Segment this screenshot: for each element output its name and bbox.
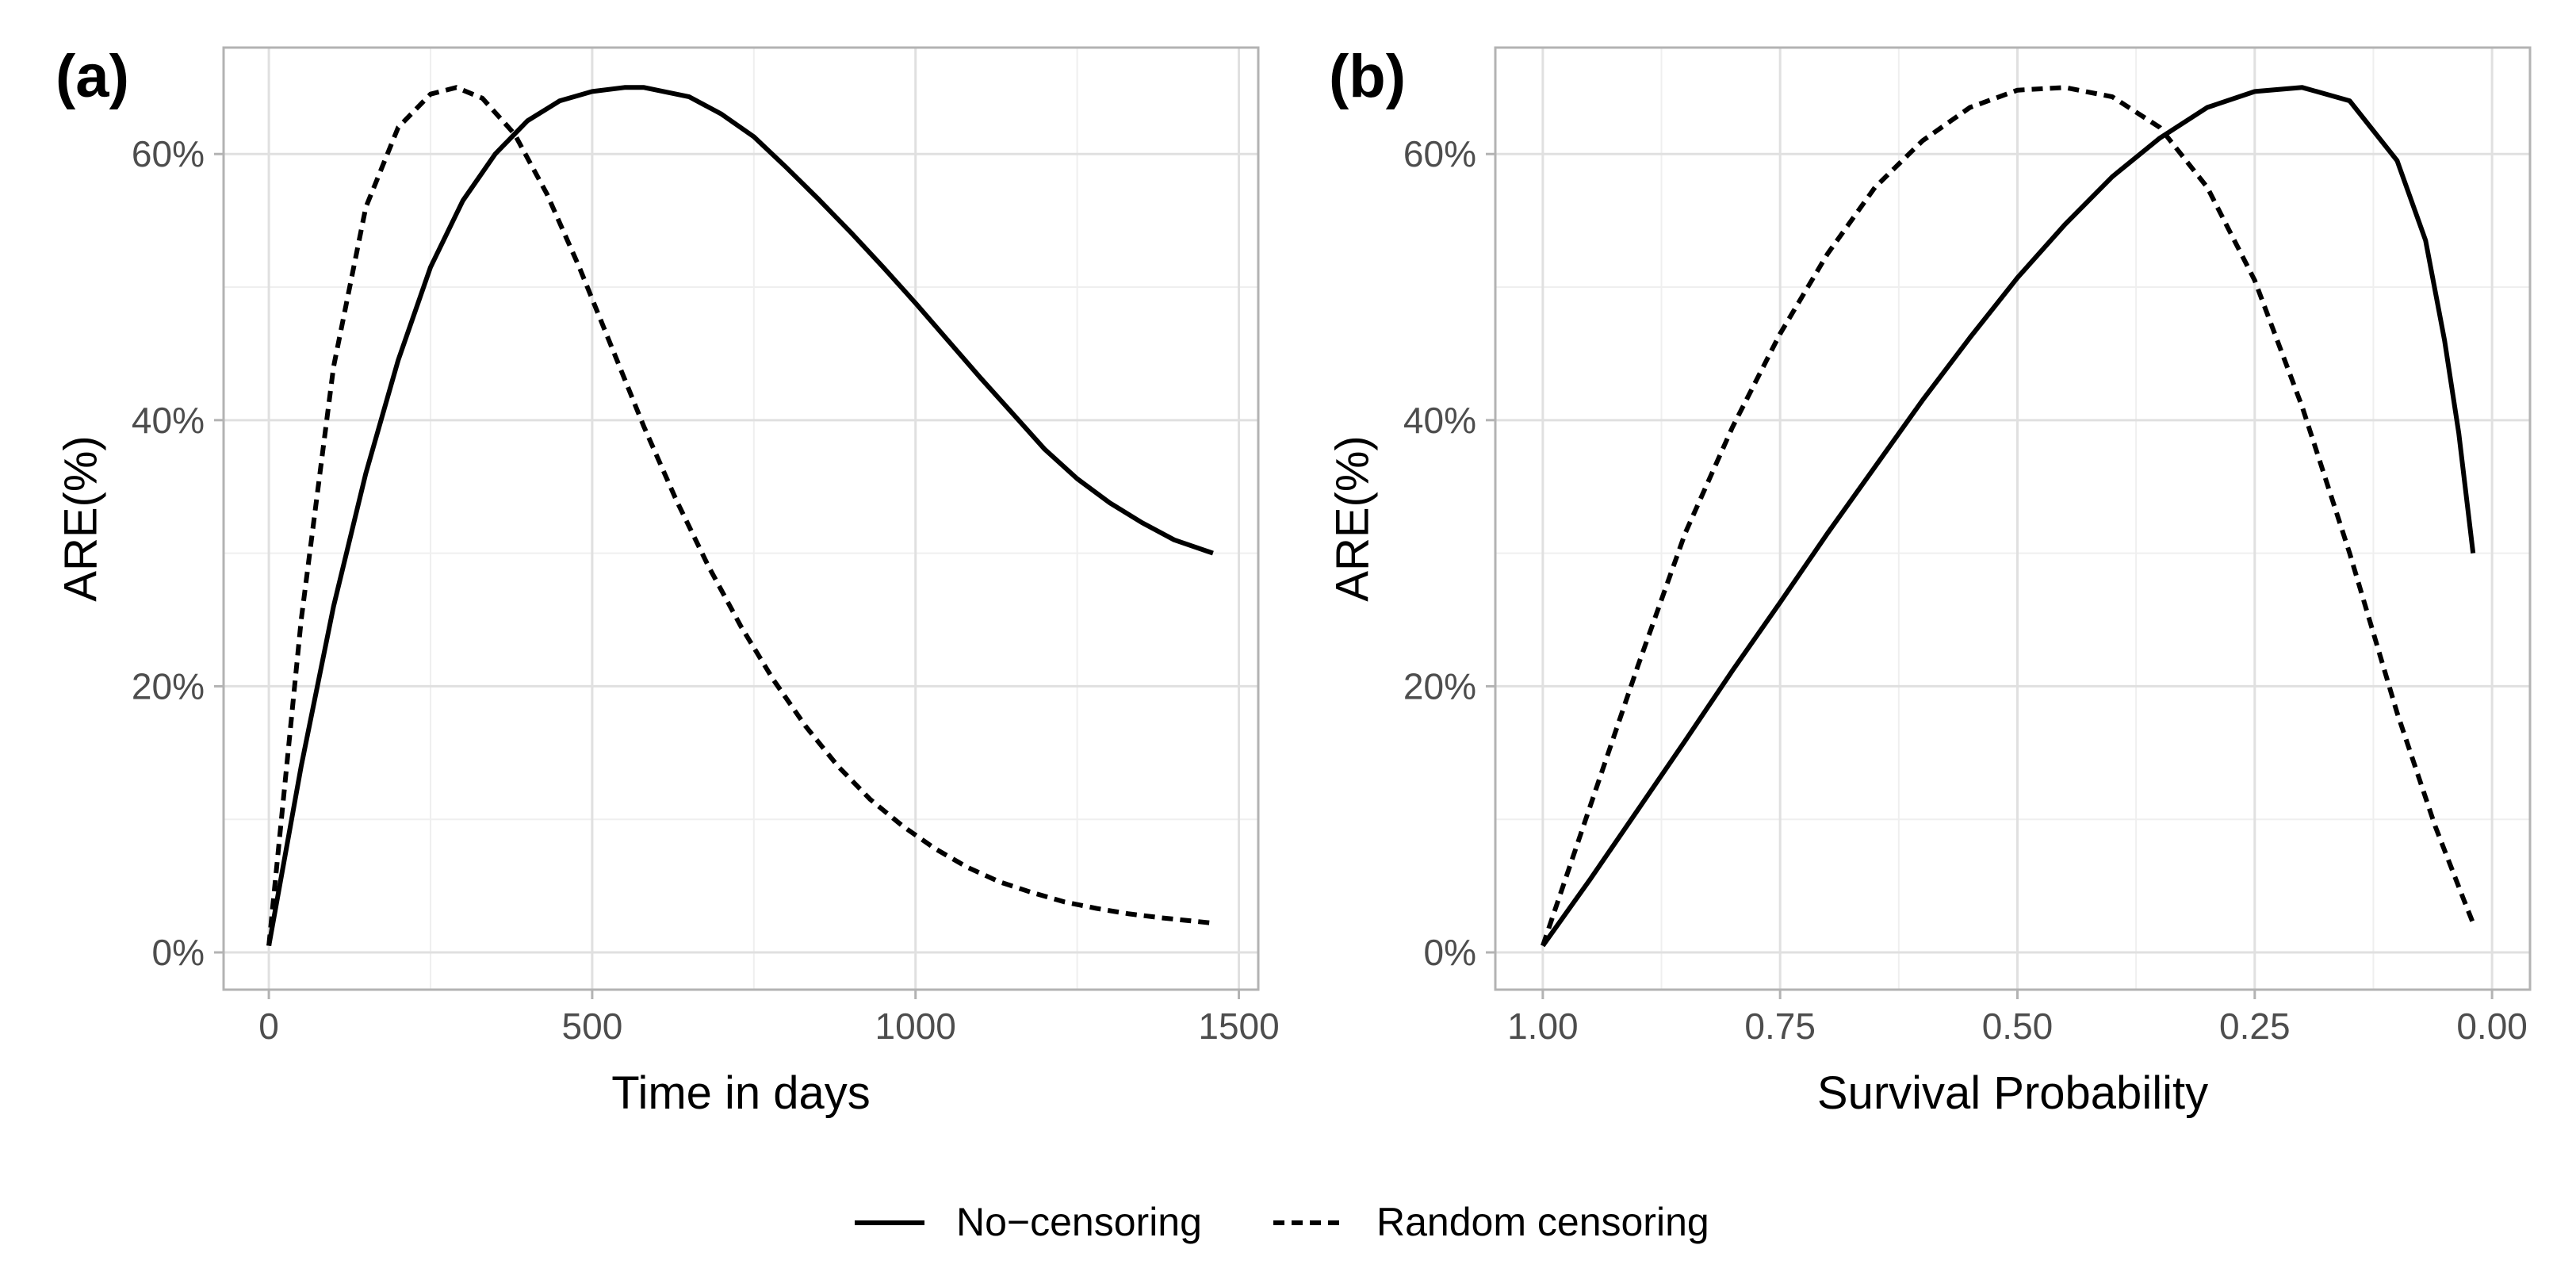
x-tick-label: 0.50: [1982, 1006, 2054, 1047]
legend: No−censoring Random censoring: [855, 1200, 1709, 1244]
panel-b: 1.00 0.75 0.50 0.25 0.00 0% 20% 40% 60% (b) Surv…: [1327, 43, 2532, 1119]
panel-a: 0 500 1000 1500 0% 20% 40% 60% (a) Time in days…: [56, 43, 1280, 1119]
x-tick-label: 0.25: [2219, 1006, 2291, 1047]
major-gridlines: [1495, 48, 2530, 990]
x-tick-label: 1.00: [1507, 1006, 1579, 1047]
y-tick-label: 0%: [152, 932, 205, 973]
panel-label: (a): [56, 43, 129, 110]
x-tick-label: 500: [562, 1006, 623, 1047]
series-line-no-censoring: [266, 85, 1214, 947]
y-tick-label: 60%: [132, 133, 205, 174]
legend-label-no-censoring: No−censoring: [956, 1200, 1202, 1244]
axis-ticks: 1.00 0.75 0.50 0.25 0.00 0% 20% 40% 60%: [1403, 133, 2528, 1047]
x-tick-label: 0.00: [2456, 1006, 2528, 1047]
y-tick-label: 20%: [1403, 665, 1476, 707]
minor-gridlines: [1495, 48, 2530, 990]
series-lines: [266, 85, 1214, 947]
panel-border: [1494, 46, 2532, 991]
y-axis-title: ARE(%): [1327, 435, 1379, 601]
y-tick-label: 0%: [1424, 932, 1476, 973]
panel-label: (b): [1329, 43, 1406, 110]
x-tick-label: 0: [258, 1006, 279, 1047]
series-line-random-censoring: [266, 85, 1214, 946]
x-tick-label: 0.75: [1744, 1006, 1816, 1047]
series-line-random-censoring: [1541, 85, 2475, 947]
series-lines: [1541, 85, 2476, 948]
x-tick-label: 1500: [1198, 1006, 1279, 1047]
x-axis-title: Time in days: [611, 1067, 871, 1119]
y-tick-label: 40%: [132, 400, 205, 441]
y-tick-label: 40%: [1403, 400, 1476, 441]
minor-gridlines: [224, 48, 1258, 990]
axis-ticks: 0 500 1000 1500 0% 20% 40% 60%: [132, 133, 1280, 1047]
panel-border: [222, 46, 1260, 991]
y-tick-label: 20%: [132, 665, 205, 707]
major-gridlines: [224, 48, 1258, 990]
y-axis-title: ARE(%): [56, 435, 107, 601]
legend-label-random-censoring: Random censoring: [1376, 1200, 1709, 1244]
x-axis-title: Survival Probability: [1817, 1067, 2208, 1119]
y-tick-label: 60%: [1403, 133, 1476, 174]
series-line-no-censoring: [1541, 85, 2476, 948]
x-tick-label: 1000: [875, 1006, 956, 1047]
